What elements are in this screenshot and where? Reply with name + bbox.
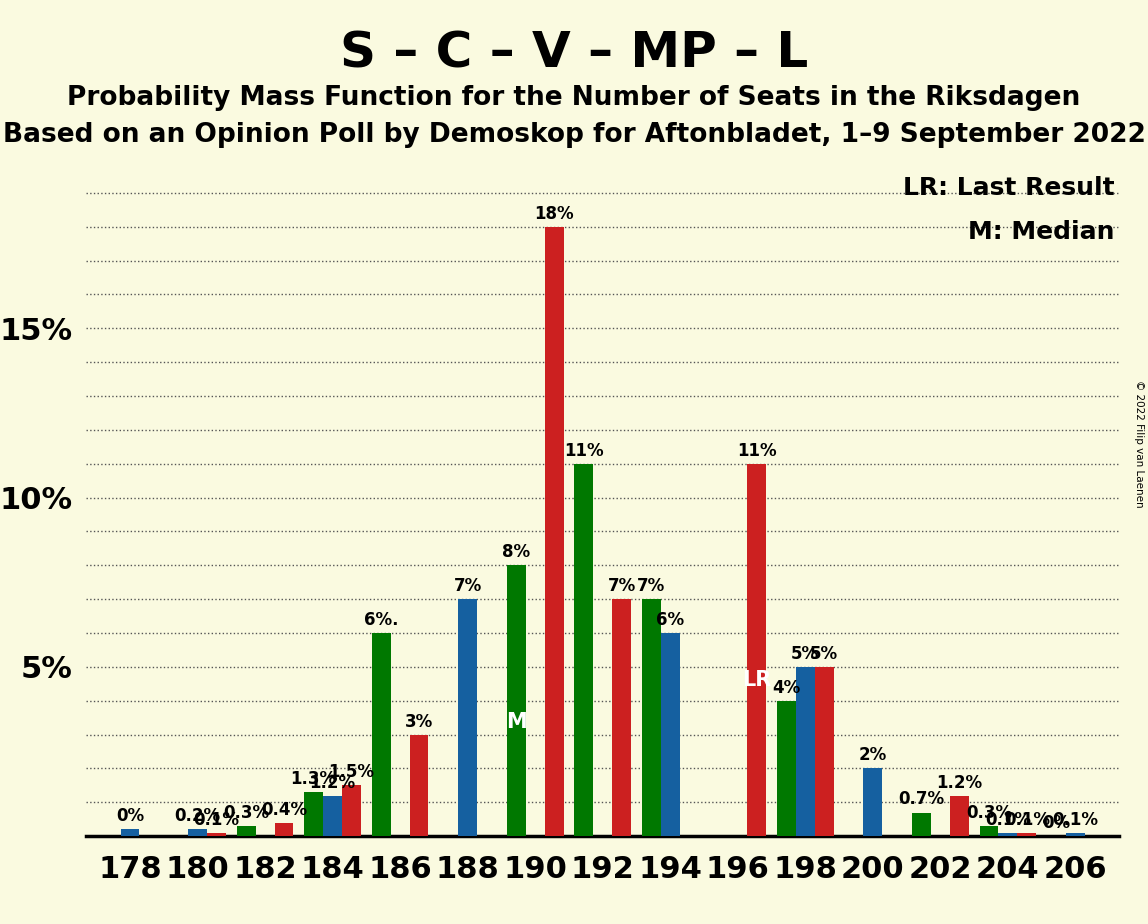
Text: 3%: 3% [405, 712, 433, 731]
Bar [1066, 833, 1085, 836]
Text: 0.1%: 0.1% [1003, 810, 1049, 829]
Text: S – C – V – MP – L: S – C – V – MP – L [340, 30, 808, 78]
Text: Probability Mass Function for the Number of Seats in the Riksdagen: Probability Mass Function for the Number… [68, 85, 1080, 111]
Text: 0.4%: 0.4% [261, 800, 307, 819]
Text: 11%: 11% [737, 442, 776, 459]
Bar [815, 667, 833, 836]
Bar [372, 633, 390, 836]
Bar [661, 633, 680, 836]
Bar [207, 833, 226, 836]
Bar [506, 565, 526, 836]
Bar [777, 700, 796, 836]
Text: 1.2%: 1.2% [936, 773, 983, 792]
Text: 7%: 7% [637, 578, 666, 595]
Bar [1017, 833, 1037, 836]
Bar [796, 667, 815, 836]
Bar [410, 735, 428, 836]
Text: Based on an Opinion Poll by Demoskop for Aftonbladet, 1–9 September 2022: Based on an Opinion Poll by Demoskop for… [2, 122, 1146, 148]
Bar [612, 599, 631, 836]
Bar [323, 796, 342, 836]
Text: 6%.: 6%. [364, 611, 398, 629]
Text: 0.3%: 0.3% [965, 804, 1013, 822]
Text: 1.2%: 1.2% [310, 773, 356, 792]
Bar [863, 769, 883, 836]
Text: LR: Last Result: LR: Last Result [902, 176, 1114, 200]
Bar [274, 822, 294, 836]
Text: 2%: 2% [859, 747, 887, 764]
Bar [747, 464, 766, 836]
Text: 0.2%: 0.2% [174, 808, 220, 825]
Text: 5%: 5% [810, 645, 838, 663]
Bar [236, 826, 256, 836]
Text: M: M [506, 712, 527, 733]
Text: 18%: 18% [534, 204, 574, 223]
Text: 7%: 7% [453, 578, 482, 595]
Text: 4%: 4% [773, 679, 800, 697]
Text: © 2022 Filip van Laenen: © 2022 Filip van Laenen [1134, 380, 1143, 507]
Bar [188, 830, 207, 836]
Text: 0.1%: 0.1% [193, 810, 240, 829]
Bar [458, 599, 478, 836]
Text: 7%: 7% [607, 578, 636, 595]
Bar [121, 830, 139, 836]
Text: 1.5%: 1.5% [328, 763, 374, 782]
Bar [949, 796, 969, 836]
Text: 1.3%: 1.3% [290, 770, 336, 788]
Text: LR: LR [742, 670, 771, 689]
Text: 0.1%: 0.1% [985, 810, 1031, 829]
Text: 8%: 8% [502, 543, 530, 561]
Bar [342, 785, 360, 836]
Text: 0.1%: 0.1% [1053, 810, 1099, 829]
Text: 5%: 5% [791, 645, 820, 663]
Text: 0.7%: 0.7% [899, 790, 945, 808]
Text: 0%: 0% [116, 808, 144, 825]
Bar [544, 226, 564, 836]
Bar [979, 826, 999, 836]
Text: M: Median: M: Median [968, 220, 1114, 244]
Bar [642, 599, 661, 836]
Bar [912, 812, 931, 836]
Text: 11%: 11% [564, 442, 604, 459]
Bar [304, 792, 323, 836]
Text: 0%: 0% [1042, 814, 1071, 833]
Bar [574, 464, 594, 836]
Text: 0.3%: 0.3% [223, 804, 270, 822]
Bar [999, 833, 1017, 836]
Text: 6%: 6% [657, 611, 684, 629]
